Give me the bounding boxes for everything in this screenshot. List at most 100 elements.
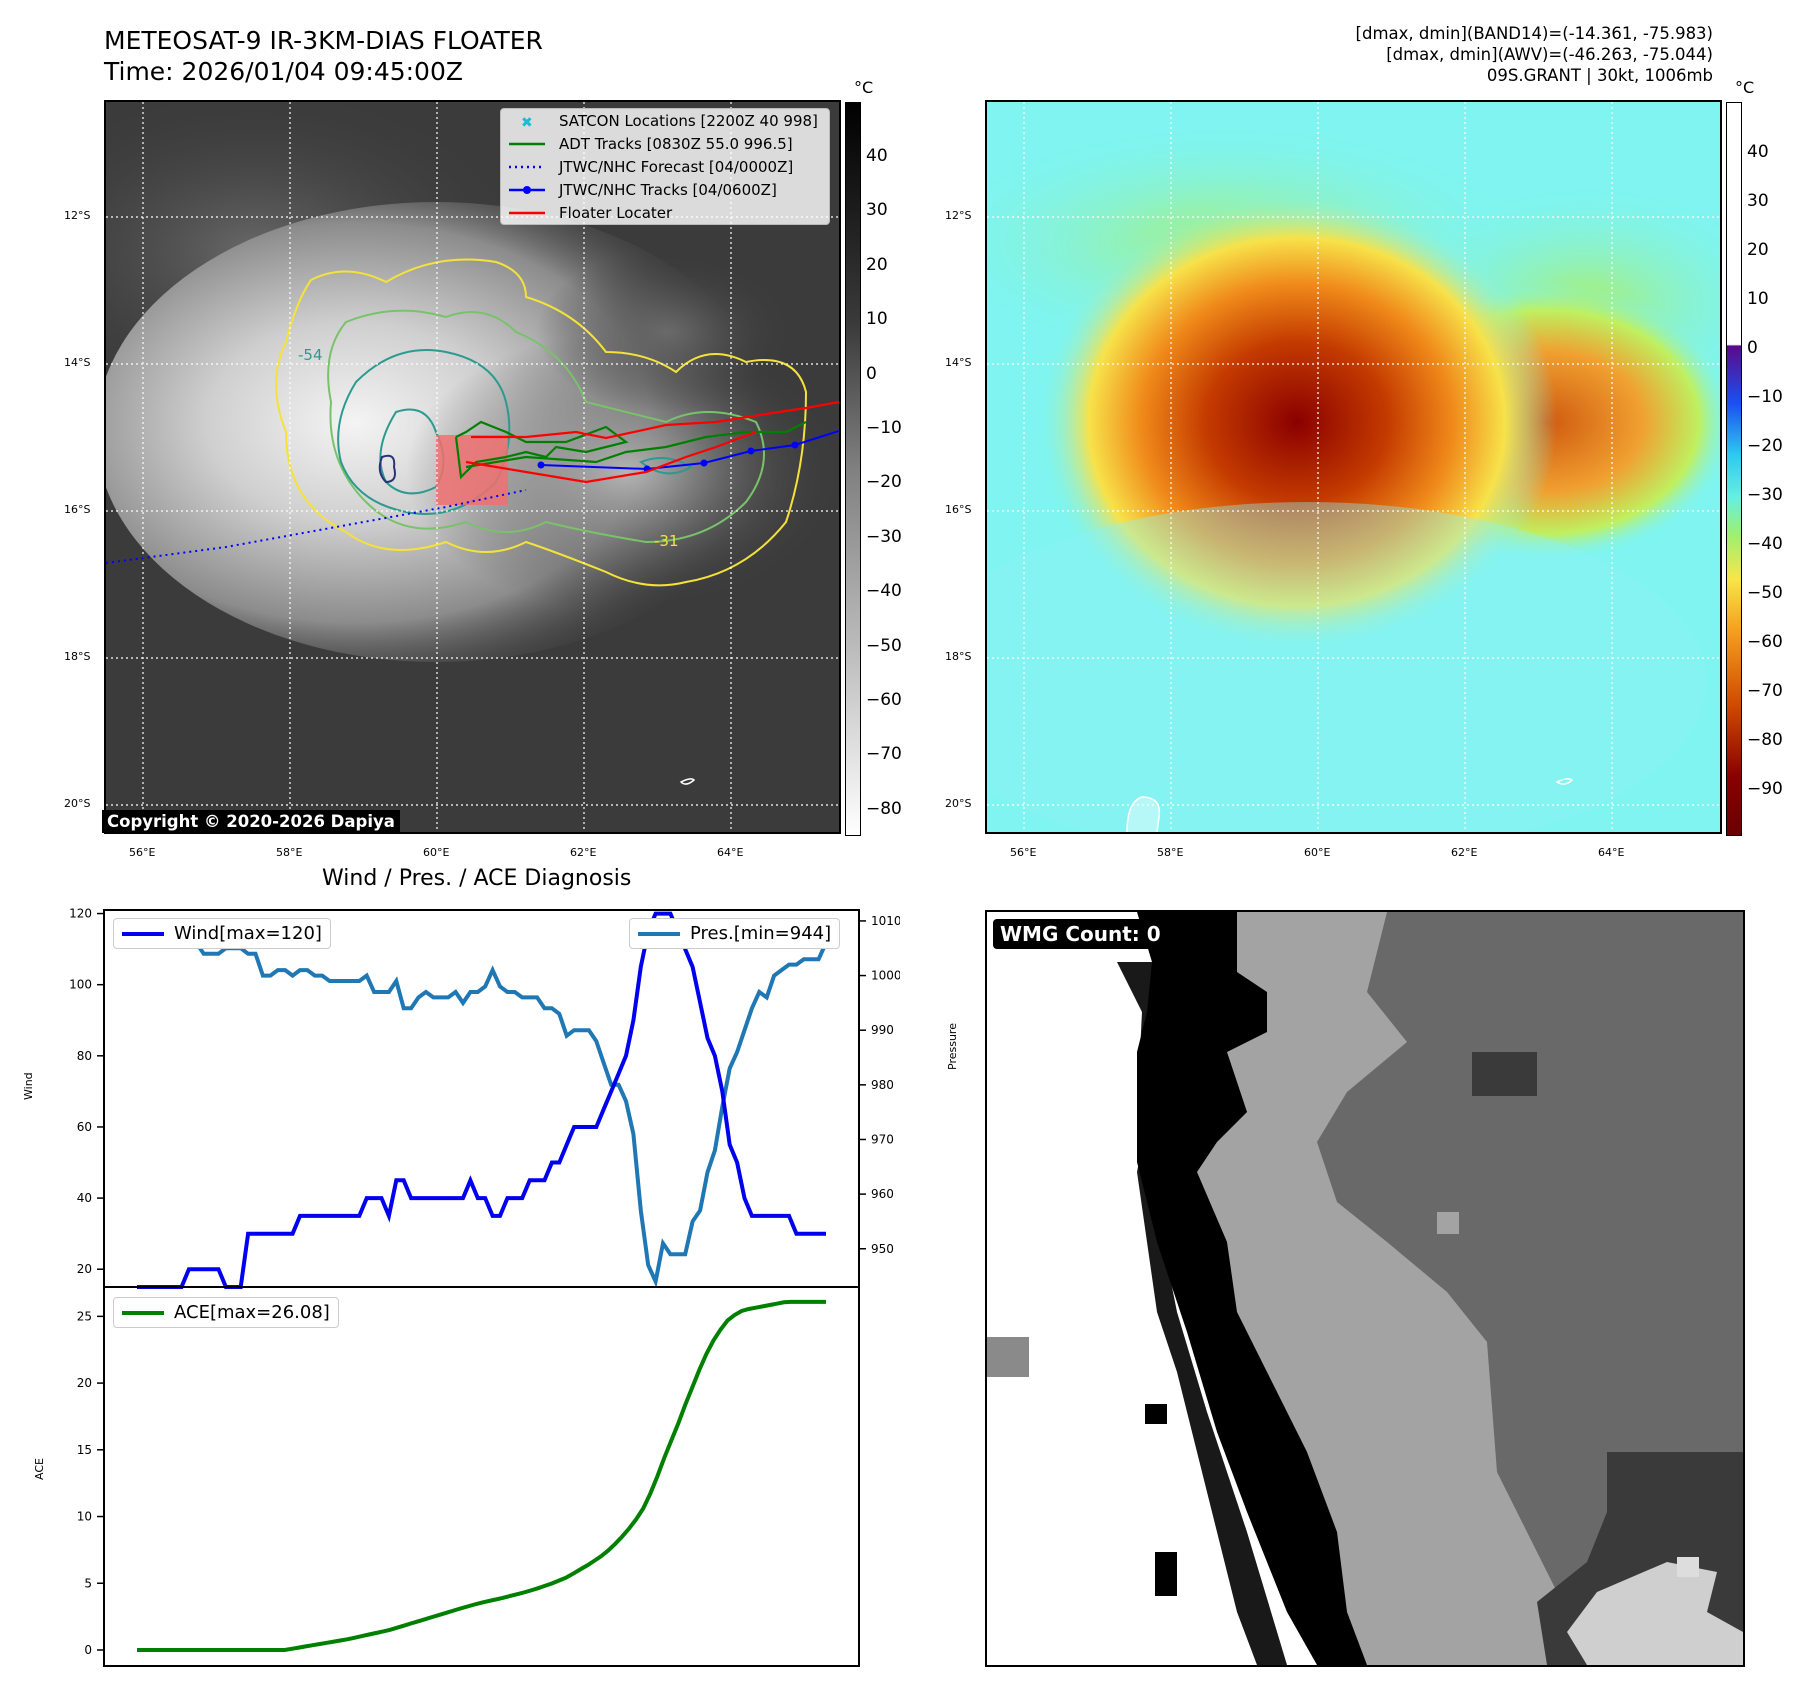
enhanced-colorbar-tick: 0 (1747, 338, 1758, 358)
enhanced-colorbar-tick: 20 (1747, 240, 1769, 260)
contour-label-54: -54 (298, 346, 323, 364)
copyright: Copyright © 2020-2026 Dapiya (102, 810, 400, 833)
enhanced-colorbar-tick: 30 (1747, 191, 1769, 211)
ace-frame (103, 1286, 860, 1667)
enhanced-colorbar-tick: −50 (1747, 583, 1783, 603)
lat-label: 12°S (945, 209, 972, 222)
lon-label: 62°E (570, 846, 597, 859)
lat-label: 18°S (64, 650, 91, 663)
lon-label: 58°E (1157, 846, 1184, 859)
lon-label: 64°E (1598, 846, 1625, 859)
lat-label: 14°S (64, 356, 91, 369)
wind-ylabel: Wind (22, 1072, 35, 1100)
wmg-count-badge: WMG Count: 0 (993, 919, 1168, 949)
enhanced-colorbar-tick: 10 (1747, 289, 1769, 309)
pressure-axis-ticklabel: 1000 (871, 969, 900, 983)
enhanced-colorbar-tick: −90 (1747, 779, 1783, 799)
enhanced-colorbar-tick: −10 (1747, 387, 1783, 407)
ir-colorbar-tick: −10 (866, 418, 902, 438)
pressure-axis-ticklabel: 950 (871, 1242, 894, 1256)
wind-axis-ticklabel: 80 (77, 1049, 92, 1063)
svg-text:✖: ✖ (521, 115, 533, 129)
ace-line (137, 1299, 826, 1652)
lat-label: 14°S (945, 356, 972, 369)
lon-label: 60°E (423, 846, 450, 859)
enhanced-colorbar-tick: −40 (1747, 534, 1783, 554)
lat-label: 12°S (64, 209, 91, 222)
enhanced-colorbar-tick: −60 (1747, 632, 1783, 652)
wmg-panel (985, 910, 1745, 1667)
ir-image: -54 -31 (106, 102, 839, 832)
legend-tracks: JTWC/NHC Tracks [04/0600Z] (501, 178, 829, 201)
ace-axis-ticklabel: 0 (84, 1643, 92, 1657)
ir-colorbar-tick: −60 (866, 690, 902, 710)
lon-label: 60°E (1304, 846, 1331, 859)
chart-title: METEOSAT-9 IR-3KM-DIAS FLOATER (104, 26, 543, 55)
wind-axis-ticklabel: 20 (77, 1262, 92, 1276)
windpres-axes: 20 40 60 80 100 120 950 960 970 980 990 1000 1010 (69, 907, 900, 1289)
pressure-axis-ticklabel: 960 (871, 1187, 894, 1201)
enhanced-colorbar-tick: −70 (1747, 681, 1783, 701)
wind-axis-ticklabel: 60 (77, 1120, 92, 1134)
wind-axis-ticklabel: 100 (69, 978, 92, 992)
lat-label: 18°S (945, 650, 972, 663)
pressure-axis-ticklabel: 990 (871, 1023, 894, 1037)
wind-line (137, 911, 826, 1289)
ace-axis-ticklabel: 15 (77, 1443, 92, 1457)
enhanced-colorbar-tick: −30 (1747, 485, 1783, 505)
lon-label: 64°E (717, 846, 744, 859)
wind-axis-ticklabel: 40 (77, 1191, 92, 1205)
ir-colorbar-tick: 30 (866, 200, 888, 221)
lat-label: 20°S (64, 797, 91, 810)
enhanced-colorbar-tick: 40 (1747, 142, 1769, 162)
enhanced-image-panel (985, 100, 1722, 834)
wind-legend: Wind[max=120] (113, 918, 331, 949)
ir-colorbar-tick: −70 (866, 744, 902, 765)
ir-colorbar-unit: °C (854, 78, 874, 97)
ace-axis-ticklabel: 5 (84, 1576, 92, 1590)
lat-label: 16°S (64, 503, 91, 516)
ir-colorbar-tick: −50 (866, 635, 902, 656)
ace-axis-ticklabel: 25 (77, 1309, 92, 1323)
ace-axis-ticklabel: 10 (77, 1510, 92, 1524)
diag-title: Wind / Pres. / ACE Diagnosis (322, 866, 632, 891)
lon-label: 56°E (1010, 846, 1037, 859)
ir-colorbar-tick: −40 (866, 581, 902, 602)
lat-label: 16°S (945, 503, 972, 516)
enhanced-colorbar-tick: −80 (1747, 730, 1783, 750)
diag-chart: 20 40 60 80 100 120 950 960 970 980 990 1000 1010 0 5… (69, 907, 900, 1667)
lon-label: 62°E (1451, 846, 1478, 859)
ace-axis-ticklabel: 20 (77, 1376, 92, 1390)
storm-info: 09S.GRANT | 30kt, 1006mb (1486, 66, 1713, 85)
legend-forecast: JTWC/NHC Forecast [04/0000Z] (509, 157, 794, 176)
ir-colorbar-tick: 10 (866, 309, 888, 330)
pressure-axis-ticklabel: 1010 (871, 914, 900, 928)
pressure-line (137, 929, 828, 1289)
enhanced-colorbar-unit: °C (1735, 78, 1755, 97)
band14-range: [dmax, dmin](BAND14)=(-14.361, -75.983) (1355, 24, 1713, 43)
enhanced-colorbar-tick: −20 (1747, 436, 1783, 456)
pressure-axis-ticklabel: 970 (871, 1132, 894, 1146)
legend-satcon: ✖ SATCON Locations [2200Z 40 998] (521, 111, 818, 130)
enhanced-image (987, 102, 1720, 832)
wind-axis-ticklabel: 120 (69, 907, 92, 921)
ir-colorbar-tick: −30 (866, 526, 902, 547)
ir-colorbar-tick: −80 (866, 798, 902, 819)
enhanced-colorbar (1726, 102, 1742, 836)
ace-legend: ACE[max=26.08] (113, 1297, 339, 1328)
legend-adt: ADT Tracks [0830Z 55.0 996.5] (509, 134, 793, 153)
legend-floater: Floater Locater (509, 203, 673, 222)
ace-ylabel: ACE (33, 1458, 46, 1480)
ir-colorbar-tick: 20 (866, 254, 888, 275)
awv-range: [dmax, dmin](AWV)=(-46.263, -75.044) (1386, 45, 1713, 64)
contour-label-31: -31 (654, 532, 679, 550)
windpres-frame (103, 909, 860, 1288)
pressure-ylabel: Pressure (946, 1023, 959, 1070)
map-legend: ✖ SATCON Locations [2200Z 40 998] ADT Tra… (500, 108, 830, 225)
chart-time: Time: 2026/01/04 09:45:00Z (104, 57, 463, 86)
pressure-legend: Pres.[min=944] (629, 918, 841, 949)
ace-axes: 0 5 10 15 20 25 (77, 1286, 860, 1667)
lon-label: 58°E (276, 846, 303, 859)
ir-colorbar-tick: −20 (866, 472, 902, 493)
wmg-image (987, 912, 1743, 1665)
